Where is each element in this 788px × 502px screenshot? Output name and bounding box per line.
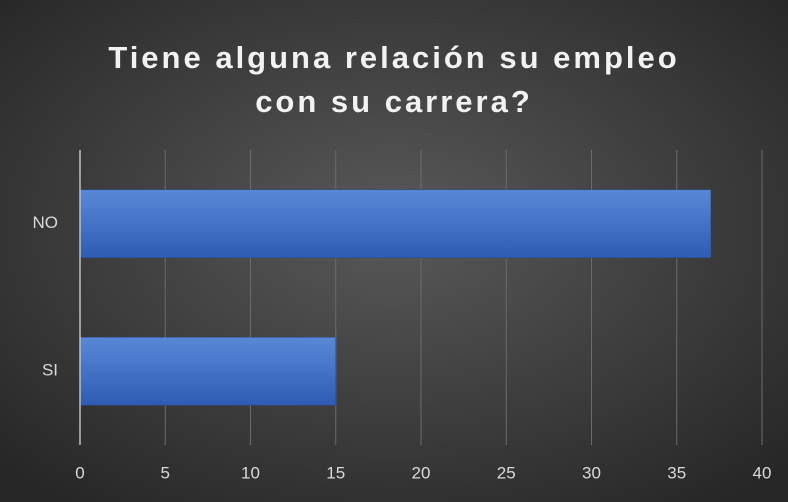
bar [79,189,712,258]
x-tick-label: 35 [667,463,686,482]
x-tick-label: 15 [326,463,345,482]
bar [79,337,336,406]
x-tick-label: 25 [497,463,516,482]
y-tick-label: SI [42,361,58,380]
x-tick-label: 10 [241,463,260,482]
x-tick-label: 5 [161,463,170,482]
chart-title: Tiene alguna relación su empleo con su c… [108,40,680,119]
y-tick-label: NO [33,213,59,232]
x-tick-label: 40 [753,463,772,482]
x-tick-label: 20 [412,463,431,482]
x-tick-label: 30 [582,463,601,482]
x-tick-label: 0 [75,463,84,482]
